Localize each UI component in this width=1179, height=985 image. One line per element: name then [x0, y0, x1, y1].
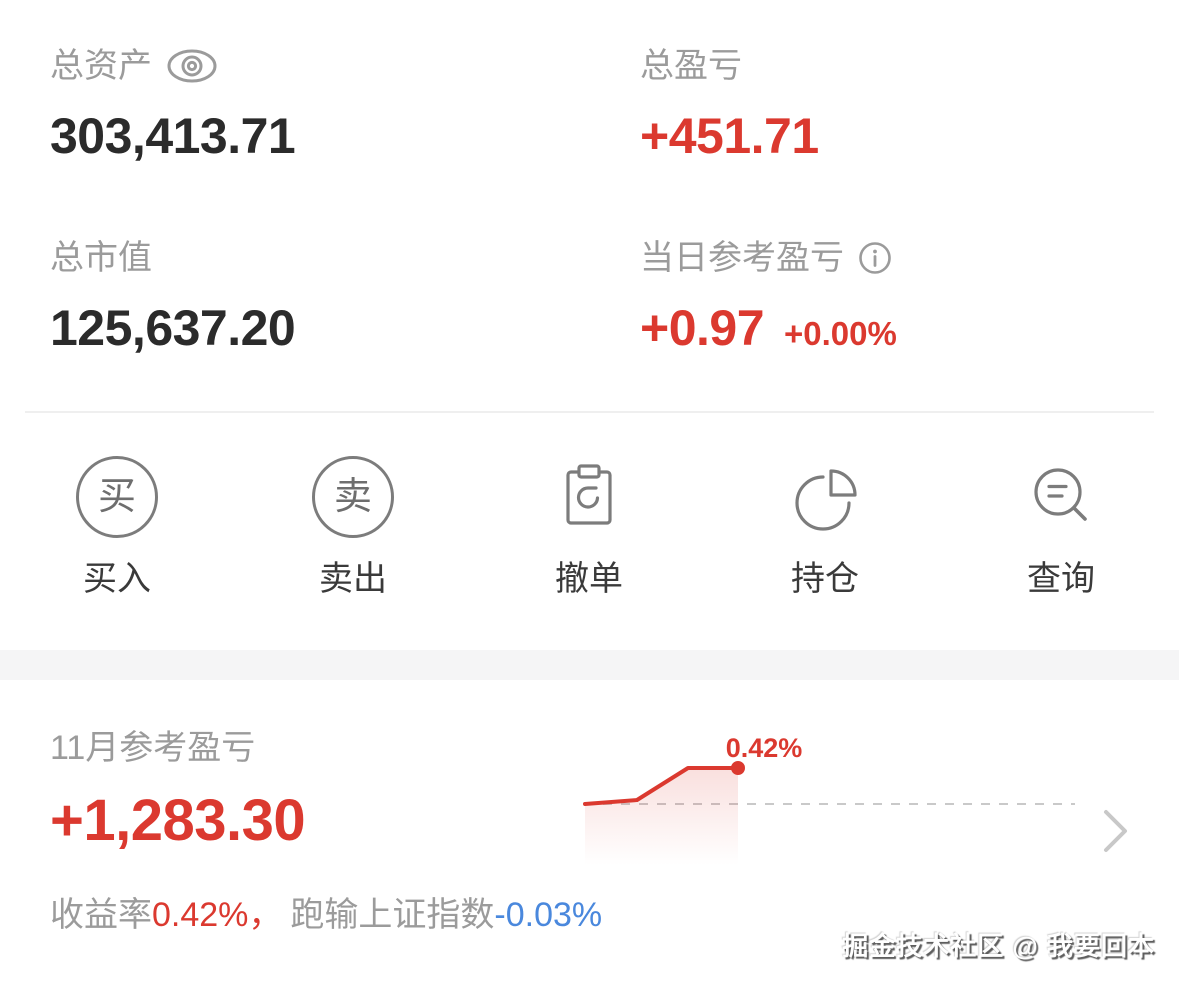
sparkline-fill [585, 768, 738, 865]
total-assets-value: 303,413.71 [50, 108, 296, 164]
positions-button[interactable]: 持仓 [765, 455, 885, 599]
compare-label: 跑输上证指数 [290, 896, 495, 934]
buy-button[interactable]: 买 买入 [57, 455, 177, 599]
today-pnl-cell: 当日参考盈亏 +0.97 +0.00% [640, 238, 897, 358]
watermark: 掘金技术社区 @ 我要回本 [842, 931, 1155, 961]
section-divider [25, 411, 1154, 413]
total-market-value-label: 总市值 [50, 239, 152, 277]
cancel-order-label: 撤单 [555, 560, 623, 598]
compare-value: -0.03% [494, 896, 603, 934]
eye-icon[interactable] [166, 46, 218, 86]
section-separator-band [0, 650, 1179, 680]
total-pnl-label: 总盈亏 [640, 47, 742, 85]
month-pnl-footer: 收益率0.42%， 跑输上证指数-0.03% [50, 893, 602, 937]
month-pnl-value: +1,283.30 [50, 788, 306, 853]
total-pnl-cell: 总盈亏 +451.71 [640, 46, 819, 166]
query-search-icon [1019, 455, 1103, 539]
rate-label: 收益率 [50, 896, 152, 934]
query-label: 查询 [1027, 560, 1095, 598]
today-pnl-value: +0.97 [640, 300, 765, 356]
rate-value: 0.42%， [152, 896, 283, 934]
total-assets-cell: 总资产 303,413.71 [50, 46, 296, 166]
positions-pie-icon [783, 455, 867, 539]
chevron-right-icon[interactable] [1102, 808, 1130, 854]
today-pnl-percent: +0.00% [784, 315, 897, 352]
total-assets-label: 总资产 [50, 47, 152, 85]
total-market-value-value: 125,637.20 [50, 300, 296, 356]
sell-button[interactable]: 卖 卖出 [293, 455, 413, 599]
month-pnl-sparkline: 0.42% [583, 733, 1075, 865]
total-market-value-cell: 总市值 125,637.20 [50, 238, 296, 358]
sell-label: 卖出 [319, 560, 387, 598]
sparkline-end-dot [731, 761, 745, 775]
buy-label: 买入 [83, 560, 151, 598]
month-pnl-label: 11月参考盈亏 [50, 729, 256, 767]
today-pnl-label: 当日参考盈亏 [640, 239, 844, 277]
sparkline-line [583, 766, 740, 806]
positions-label: 持仓 [791, 560, 859, 598]
sell-icon: 卖 [311, 455, 395, 539]
buy-icon: 买 [75, 455, 159, 539]
cancel-order-button[interactable]: 撤单 [529, 455, 649, 599]
query-button[interactable]: 查询 [1001, 455, 1121, 599]
total-pnl-value: +451.71 [640, 108, 819, 164]
info-icon[interactable] [858, 241, 892, 275]
cancel-order-icon [547, 455, 631, 539]
sparkline-end-label: 0.42% [726, 733, 803, 763]
